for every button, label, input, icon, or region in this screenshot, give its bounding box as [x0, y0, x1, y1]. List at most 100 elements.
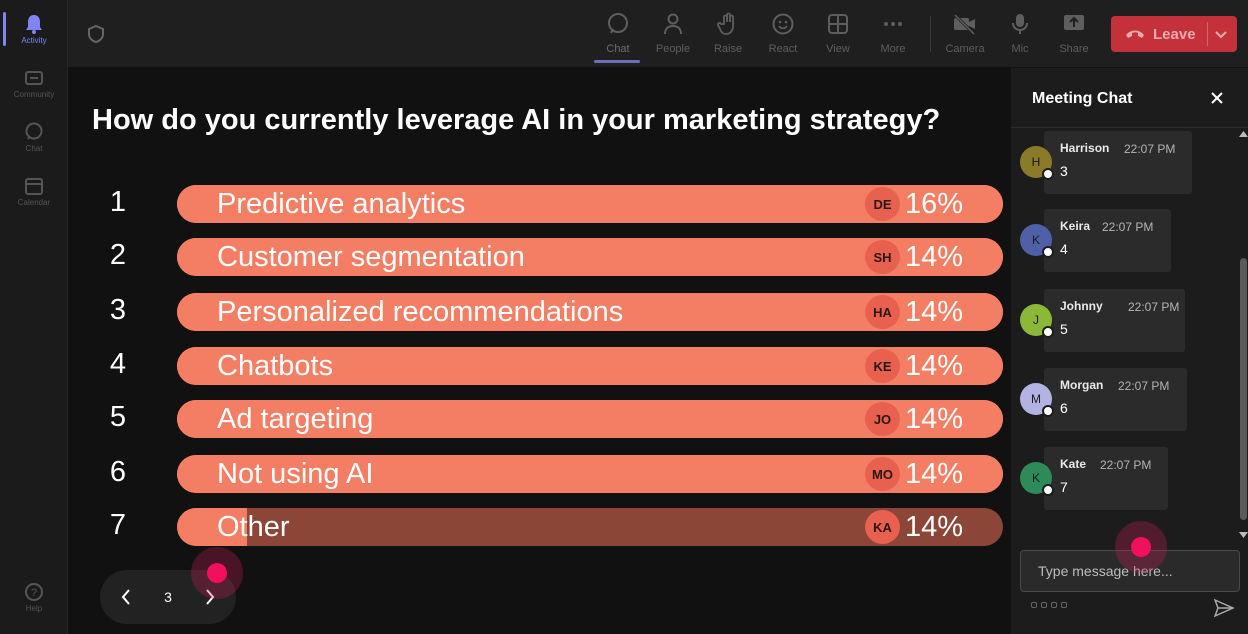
leave-button[interactable]: Leave — [1111, 16, 1237, 52]
chevron-right-icon — [206, 589, 215, 605]
mic-button-label: Mic — [1011, 43, 1029, 55]
message-text: 3 — [1060, 163, 1068, 179]
presence-status-dot — [1042, 326, 1054, 338]
rail-item-label: Chat — [25, 143, 43, 153]
poll-option-bar[interactable]: Not using AI MO 14% — [177, 455, 1003, 493]
format-icon[interactable] — [1031, 602, 1037, 608]
bell-icon — [24, 14, 44, 34]
option-label: Personalized recommendations — [217, 296, 624, 328]
poll-option-bar[interactable]: Personalized recommendations HA 14% — [177, 293, 1003, 331]
avatar[interactable]: K — [1020, 224, 1054, 258]
page-number: 3 — [164, 589, 172, 605]
poll-option-bar[interactable]: Other KA 14% — [177, 508, 1003, 546]
scroll-up-icon[interactable] — [1239, 130, 1248, 138]
view-button-label: View — [826, 43, 850, 55]
raise-hand-button[interactable]: Raise — [701, 8, 755, 64]
avatar-initial: H — [1031, 155, 1041, 169]
chat-header: Meeting Chat — [1011, 68, 1248, 128]
poll-option-bar[interactable]: Predictive analytics DE 16% — [177, 185, 1003, 223]
avatar[interactable]: H — [1020, 146, 1054, 180]
app-rail: Activity Community Chat Calendar ? Help — [0, 0, 68, 634]
avatar[interactable]: K — [1020, 462, 1054, 496]
rail-item-label: Activity — [21, 35, 47, 45]
voter-avatar: SH — [865, 240, 900, 274]
previous-page-button[interactable] — [116, 586, 136, 608]
presence-status-dot — [1042, 405, 1054, 417]
option-number: 4 — [109, 348, 127, 380]
view-button[interactable]: View — [811, 8, 865, 64]
phone-hangup-icon — [1126, 30, 1144, 38]
raise-button-label: Raise — [713, 43, 743, 55]
rail-item-activity[interactable]: Activity — [0, 4, 68, 54]
rail-item-community[interactable]: Community — [0, 58, 68, 108]
option-number: 5 — [109, 401, 127, 433]
sender-name: Morgan — [1060, 378, 1104, 392]
gif-icon[interactable] — [1061, 602, 1067, 608]
chat-scrollbar[interactable] — [1238, 128, 1248, 544]
message-timestamp: 22:07 PM — [1100, 458, 1152, 472]
emoji-icon[interactable] — [1051, 602, 1057, 608]
chevron-down-icon[interactable] — [1213, 26, 1229, 42]
avatar[interactable]: M — [1020, 383, 1054, 417]
poll-option-bar[interactable]: Customer segmentation SH 14% — [177, 238, 1003, 276]
option-percentage: 16% — [905, 188, 964, 220]
option-percentage: 14% — [905, 241, 964, 273]
option-number: 2 — [109, 239, 127, 271]
option-label: Chatbots — [217, 350, 334, 382]
option-number: 7 — [109, 509, 127, 541]
option-percentage: 14% — [905, 403, 964, 435]
close-chat-button[interactable] — [1207, 88, 1227, 108]
avatar-initial: J — [1033, 313, 1039, 327]
camera-off-icon — [952, 11, 978, 37]
poll-option-bar[interactable]: Chatbots KE 14% — [177, 347, 1003, 385]
rail-item-calendar[interactable]: Calendar — [0, 166, 68, 216]
sender-name: Harrison — [1060, 141, 1110, 155]
option-number: 6 — [109, 456, 127, 488]
message-bubble: Johnny 22:07 PM 5 — [1044, 289, 1185, 352]
help-icon: ? — [24, 582, 44, 602]
scroll-thumb[interactable] — [1240, 258, 1247, 520]
option-number: 3 — [109, 294, 127, 326]
smiley-icon — [770, 11, 796, 37]
sender-name: Johnny — [1060, 299, 1103, 313]
chat-icon — [24, 122, 44, 142]
rail-item-label: Community — [13, 89, 55, 99]
rail-item-label: Calendar — [17, 197, 51, 207]
share-button[interactable]: Share — [1047, 8, 1101, 64]
pointer-highlight — [1115, 521, 1167, 573]
shield-icon — [86, 24, 106, 44]
leave-button-label: Leave — [1153, 25, 1196, 43]
message-text: 4 — [1060, 241, 1068, 257]
poll-question: How do you currently leverage AI in your… — [92, 104, 941, 136]
svg-text:?: ? — [31, 587, 37, 599]
message-bubble: Harrison 22:07 PM 3 — [1044, 131, 1192, 194]
rail-item-chat[interactable]: Chat — [0, 112, 68, 162]
community-icon — [24, 68, 44, 88]
more-button[interactable]: More — [866, 8, 920, 64]
avatar[interactable]: J — [1020, 304, 1054, 338]
microphone-icon — [1007, 11, 1033, 37]
chat-button[interactable]: Chat — [591, 8, 645, 64]
message-input[interactable] — [1022, 552, 1238, 590]
scroll-down-icon[interactable] — [1239, 531, 1248, 539]
react-button[interactable]: React — [756, 8, 810, 64]
attach-icon[interactable] — [1041, 602, 1047, 608]
meeting-chat-panel: Meeting Chat Harrison 22:07 PM 3 H Keira 22:0… — [1010, 68, 1248, 634]
rail-item-help[interactable]: ? Help — [0, 572, 68, 622]
voter-avatar: KE — [865, 349, 900, 383]
mic-button[interactable]: Mic — [993, 8, 1047, 64]
voter-avatar: KA — [865, 510, 900, 544]
camera-button[interactable]: Camera — [938, 8, 992, 64]
toolbar-divider — [930, 16, 931, 52]
people-button[interactable]: People — [646, 8, 700, 64]
format-toolbar — [1031, 602, 1067, 608]
leave-divider — [1207, 22, 1208, 46]
message-timestamp: 22:07 PM — [1128, 300, 1180, 314]
send-icon[interactable] — [1213, 598, 1235, 618]
people-icon — [660, 11, 686, 37]
option-label: Other — [217, 511, 290, 543]
message-text: 6 — [1060, 400, 1068, 416]
option-fill — [177, 508, 248, 546]
next-page-button[interactable] — [200, 586, 220, 608]
poll-option-bar[interactable]: Ad targeting JO 14% — [177, 400, 1003, 438]
